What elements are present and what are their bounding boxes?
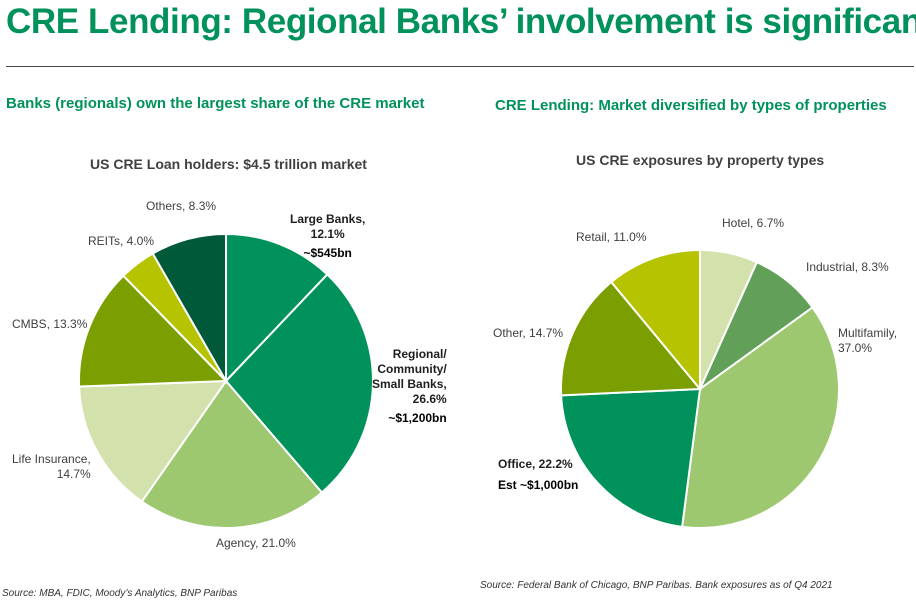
slice-label-1-4: Other, 14.7% [493,326,564,340]
pie-slice-0-0 [225,232,329,384]
slice-label-1-1: Industrial, 8.3% [806,260,889,274]
slice-label-0-6: Others, 8.3% [146,199,217,213]
slice-note-0-1: ~$1,200bn [388,411,447,425]
page-title: CRE Lending: Regional Banks’ involvement… [6,2,916,41]
pie-slice-0-1 [224,273,374,494]
slice-label-0-2: Agency, 21.0% [216,536,296,550]
slice-label-1-5: Retail, 11.0% [576,230,647,244]
pie-slice-1-3 [560,387,702,528]
slice-label-0-5: REITs, 4.0% [88,234,155,248]
pie-slice-0-4 [78,274,229,388]
pie-slice-1-5 [609,248,701,392]
slice-label-0-4: CMBS, 13.3% [12,317,88,331]
right-chart-title: US CRE exposures by property types [576,152,825,168]
right-subheading: CRE Lending: Market diversified by types… [495,97,887,114]
slice-label-1-3: Office, 22.2% Est ~$1,000bn [498,457,579,492]
right-source-note: Source: Federal Bank of Chicago, BNP Par… [480,580,833,591]
pie-slice-0-2 [140,379,324,529]
slice-note-1-3: Est ~$1,000bn [498,478,579,492]
slice-label-1-2: Multifamily, 37.0% [838,326,898,355]
pie-slice-1-2 [681,306,840,529]
left-chart-title: US CRE Loan holders: $4.5 trillion marke… [90,156,367,172]
slice-label-0-3: Life Insurance, 14.7% [12,452,91,481]
pie-slice-1-4 [560,280,703,397]
title-divider [6,66,914,67]
slice-label-1-0: Hotel, 6.7% [722,216,785,230]
left-subheading: Banks (regionals) own the largest share … [6,95,425,112]
pie-slice-0-3 [78,379,228,503]
slice-note-0-0: ~$545bn [303,246,352,260]
slice-label-0-0: Large Banks, 12.1% ~$545bn [290,212,366,260]
left-source-note: Source: MBA, FDIC, Moody’s Analytics, BN… [2,588,238,599]
slice-label-0-1: Regional/Community/Small Banks, 26.6% ~$1,… [372,347,447,425]
pie-slice-0-6 [151,232,227,385]
